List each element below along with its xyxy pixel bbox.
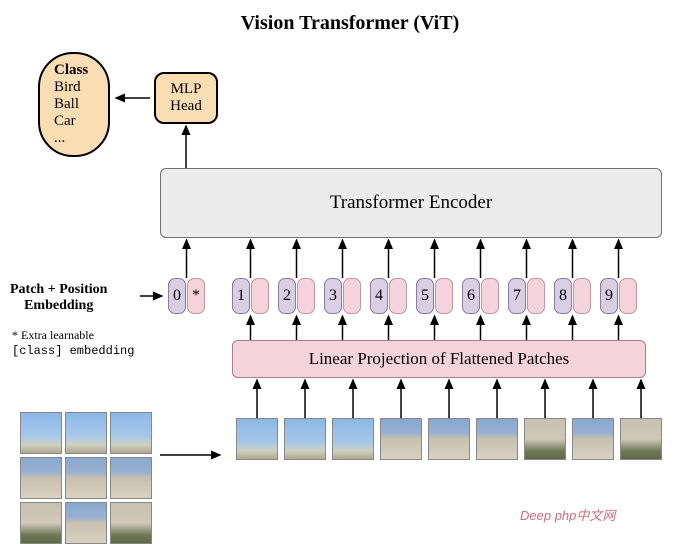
mlp-head-box: MLP Head (154, 72, 218, 124)
embedding-token-4 (389, 278, 407, 314)
embedding-token-3 (343, 278, 361, 314)
transformer-encoder-box: Transformer Encoder (160, 168, 662, 238)
patch-6 (524, 418, 566, 460)
embed-line1: Patch + Position (10, 282, 107, 298)
class-item-3: ... (54, 130, 94, 147)
position-token-3: 3 (324, 278, 342, 314)
linproj-label: Linear Projection of Flattened Patches (309, 349, 570, 369)
patch-2 (332, 418, 374, 460)
position-token-1: 1 (232, 278, 250, 314)
embedding-token-8 (573, 278, 591, 314)
position-token-4: 4 (370, 278, 388, 314)
input-image-grid (20, 412, 152, 544)
grid-cell-8 (110, 502, 152, 544)
embedding-token-5 (435, 278, 453, 314)
title-text: Vision Transformer (ViT) (241, 12, 460, 34)
position-token-9: 9 (600, 278, 618, 314)
class-item-2: Car (54, 113, 94, 130)
grid-cell-5 (110, 457, 152, 499)
grid-cell-7 (65, 502, 107, 544)
embedding-token-9 (619, 278, 637, 314)
grid-cell-4 (65, 457, 107, 499)
grid-cell-1 (65, 412, 107, 454)
grid-cell-6 (20, 502, 62, 544)
footnote-line2: [class] embedding (12, 343, 134, 358)
linear-projection-box: Linear Projection of Flattened Patches (232, 340, 646, 378)
grid-cell-2 (110, 412, 152, 454)
class-output-box: Class Bird Ball Car ... (38, 52, 110, 157)
embedding-token-2 (297, 278, 315, 314)
class-heading: Class (54, 62, 94, 79)
embedding-token-7 (527, 278, 545, 314)
class-item-1: Ball (54, 96, 94, 113)
encoder-label: Transformer Encoder (330, 192, 492, 214)
mlp-line2: Head (156, 98, 216, 115)
patch-position-label: Patch + Position Embedding (10, 282, 107, 314)
embedding-token-6 (481, 278, 499, 314)
patch-8 (620, 418, 662, 460)
watermark: Deep php中文网 (520, 505, 615, 524)
position-token-7: 7 (508, 278, 526, 314)
embedding-token-1 (251, 278, 269, 314)
position-token-2: 2 (278, 278, 296, 314)
patch-0 (236, 418, 278, 460)
page-title: Vision Transformer (ViT) (0, 12, 700, 35)
footnote-label: * Extra learnable [class] embedding (12, 328, 134, 358)
grid-cell-3 (20, 457, 62, 499)
class-item-0: Bird (54, 79, 94, 96)
position-token-5: 5 (416, 278, 434, 314)
patch-3 (380, 418, 422, 460)
patch-5 (476, 418, 518, 460)
embedding-token-0: * (187, 278, 205, 314)
embed-line2: Embedding (10, 298, 107, 314)
patch-1 (284, 418, 326, 460)
position-token-6: 6 (462, 278, 480, 314)
grid-cell-0 (20, 412, 62, 454)
patch-7 (572, 418, 614, 460)
position-token-8: 8 (554, 278, 572, 314)
footnote-line1: * Extra learnable (12, 328, 134, 343)
position-token-0: 0 (168, 278, 186, 314)
mlp-line1: MLP (156, 81, 216, 98)
patch-4 (428, 418, 470, 460)
